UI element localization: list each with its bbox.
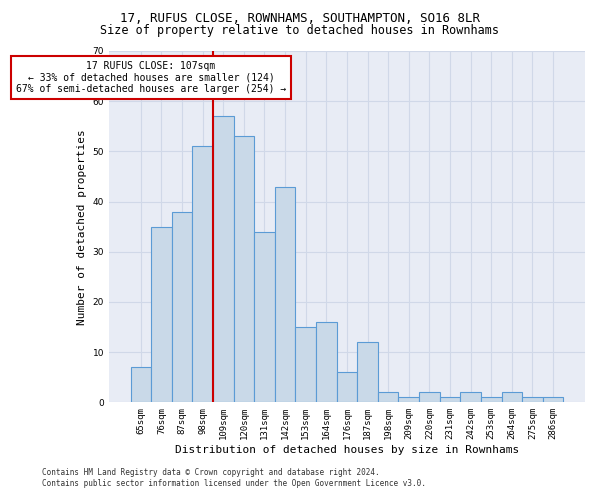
X-axis label: Distribution of detached houses by size in Rownhams: Distribution of detached houses by size …	[175, 445, 519, 455]
Bar	[419, 392, 440, 402]
Bar	[522, 398, 543, 402]
Bar	[357, 342, 378, 402]
Bar	[254, 232, 275, 402]
Bar	[172, 212, 193, 402]
Bar	[275, 186, 295, 402]
Bar	[378, 392, 398, 402]
Bar	[337, 372, 357, 402]
Bar	[440, 398, 460, 402]
Text: 17 RUFUS CLOSE: 107sqm
← 33% of detached houses are smaller (124)
67% of semi-de: 17 RUFUS CLOSE: 107sqm ← 33% of detached…	[16, 61, 286, 94]
Bar	[295, 327, 316, 402]
Bar	[460, 392, 481, 402]
Text: Contains HM Land Registry data © Crown copyright and database right 2024.
Contai: Contains HM Land Registry data © Crown c…	[42, 468, 426, 487]
Text: Size of property relative to detached houses in Rownhams: Size of property relative to detached ho…	[101, 24, 499, 37]
Bar	[193, 146, 213, 402]
Text: 17, RUFUS CLOSE, ROWNHAMS, SOUTHAMPTON, SO16 8LR: 17, RUFUS CLOSE, ROWNHAMS, SOUTHAMPTON, …	[120, 12, 480, 26]
Y-axis label: Number of detached properties: Number of detached properties	[77, 129, 87, 324]
Bar	[316, 322, 337, 402]
Bar	[131, 367, 151, 402]
Bar	[151, 226, 172, 402]
Bar	[213, 116, 233, 403]
Bar	[502, 392, 522, 402]
Bar	[398, 398, 419, 402]
Bar	[481, 398, 502, 402]
Bar	[233, 136, 254, 402]
Bar	[543, 398, 563, 402]
